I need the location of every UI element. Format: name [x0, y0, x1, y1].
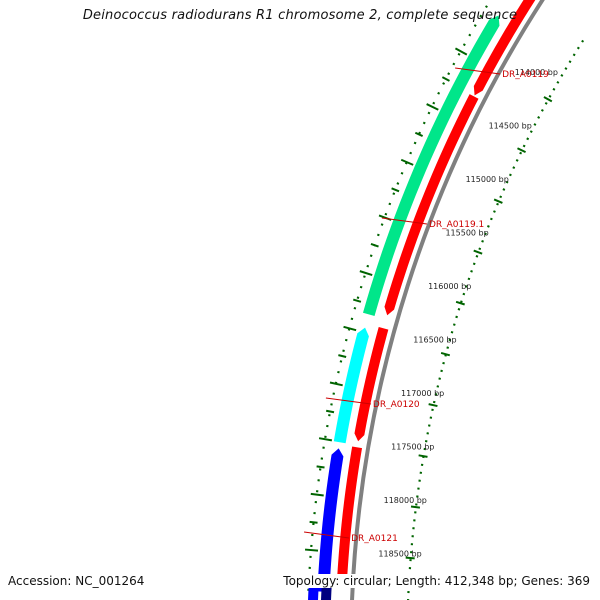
- accession-text: Accession: NC_001264: [8, 574, 147, 588]
- tick-mark-inner: [455, 300, 465, 306]
- tick-mark-outer: [454, 47, 468, 56]
- tick-mark-minor: [316, 465, 325, 469]
- tick-mark-minor: [352, 298, 362, 303]
- tick-mark-minor: [325, 409, 335, 414]
- tick-mark-inner: [405, 556, 415, 560]
- tick-mark-minor: [414, 131, 424, 137]
- backbone-ring: [350, 0, 545, 600]
- tick-label: 115000 bp: [466, 175, 509, 184]
- feature-rings: [308, 0, 536, 600]
- tick-mark-minor: [338, 354, 347, 358]
- tick-label: 117500 bp: [391, 443, 434, 452]
- cds-block: [354, 327, 389, 442]
- tick-mark-inner: [543, 96, 553, 103]
- tick-mark-inner: [517, 147, 526, 154]
- tick-mark-outer: [359, 270, 373, 277]
- tick-label: 115500 bp: [445, 229, 488, 238]
- tick-mark-inner: [428, 403, 438, 408]
- tick-mark-outer: [304, 548, 319, 552]
- gene-label: DR_A0119: [502, 70, 549, 80]
- tick-mark-outer: [318, 437, 333, 442]
- tick-mark-minor: [309, 520, 318, 524]
- gene-label: DR_A0121: [351, 534, 398, 544]
- genome-summary-text: Topology: circular; Length: 412,348 bp; …: [281, 574, 590, 588]
- tick-mark-outer: [426, 103, 439, 111]
- tick-mark-outer: [329, 381, 343, 387]
- tick-label: 118000 bp: [384, 496, 427, 505]
- tick-mark-inner: [418, 454, 428, 458]
- gene-block-dr-a0119: [362, 15, 500, 316]
- cds-block: [473, 0, 536, 96]
- gene-label-line: [325, 397, 371, 405]
- tick-label: 118500 bp: [378, 550, 421, 559]
- tick-mark-inner: [473, 249, 483, 255]
- tick-label: 117000 bp: [401, 389, 444, 398]
- outer-tick-ring: [306, 0, 492, 599]
- gene-block-dr-a0121: [317, 448, 344, 592]
- gene-label-line: [381, 217, 428, 225]
- tick-mark-outer: [343, 325, 357, 332]
- inner-tick-ring: [407, 39, 585, 600]
- gene-label-line: [304, 531, 350, 539]
- gene-block-dr-a0120: [333, 327, 369, 444]
- tick-mark-minor: [370, 243, 379, 248]
- gene-label: DR_A0119.1: [429, 220, 484, 230]
- map-title: Deinococcus radiodurans R1 chromosome 2,…: [82, 8, 518, 23]
- tick-label: 116500 bp: [413, 336, 456, 345]
- gene-label: DR_A0120: [373, 400, 420, 410]
- tick-mark-outer: [400, 158, 414, 166]
- tick-label: 114000 bp: [515, 68, 558, 77]
- tick-mark-outer: [310, 492, 324, 497]
- cds-block: [384, 94, 479, 316]
- tick-label: 116000 bp: [428, 282, 471, 291]
- gene-label-line: [455, 67, 501, 75]
- gene-labels: DR_A0119 DR_A0119.1 DR_A0120 DR_A0121: [304, 67, 549, 544]
- tick-mark-inner: [410, 505, 421, 509]
- tick-label: 114500 bp: [489, 122, 532, 131]
- tick-mark-minor: [441, 76, 450, 82]
- tick-mark-inner: [440, 351, 451, 357]
- tick-mark-minor: [391, 187, 400, 193]
- tick-mark-inner: [493, 198, 503, 204]
- cds-block: [337, 446, 363, 588]
- tick-dot-rings: [306, 0, 585, 600]
- backbone-circle: [350, 0, 545, 600]
- position-ticks: 114000 bp 114500 bp 115000 bp 115500 bp 1160…: [304, 47, 558, 579]
